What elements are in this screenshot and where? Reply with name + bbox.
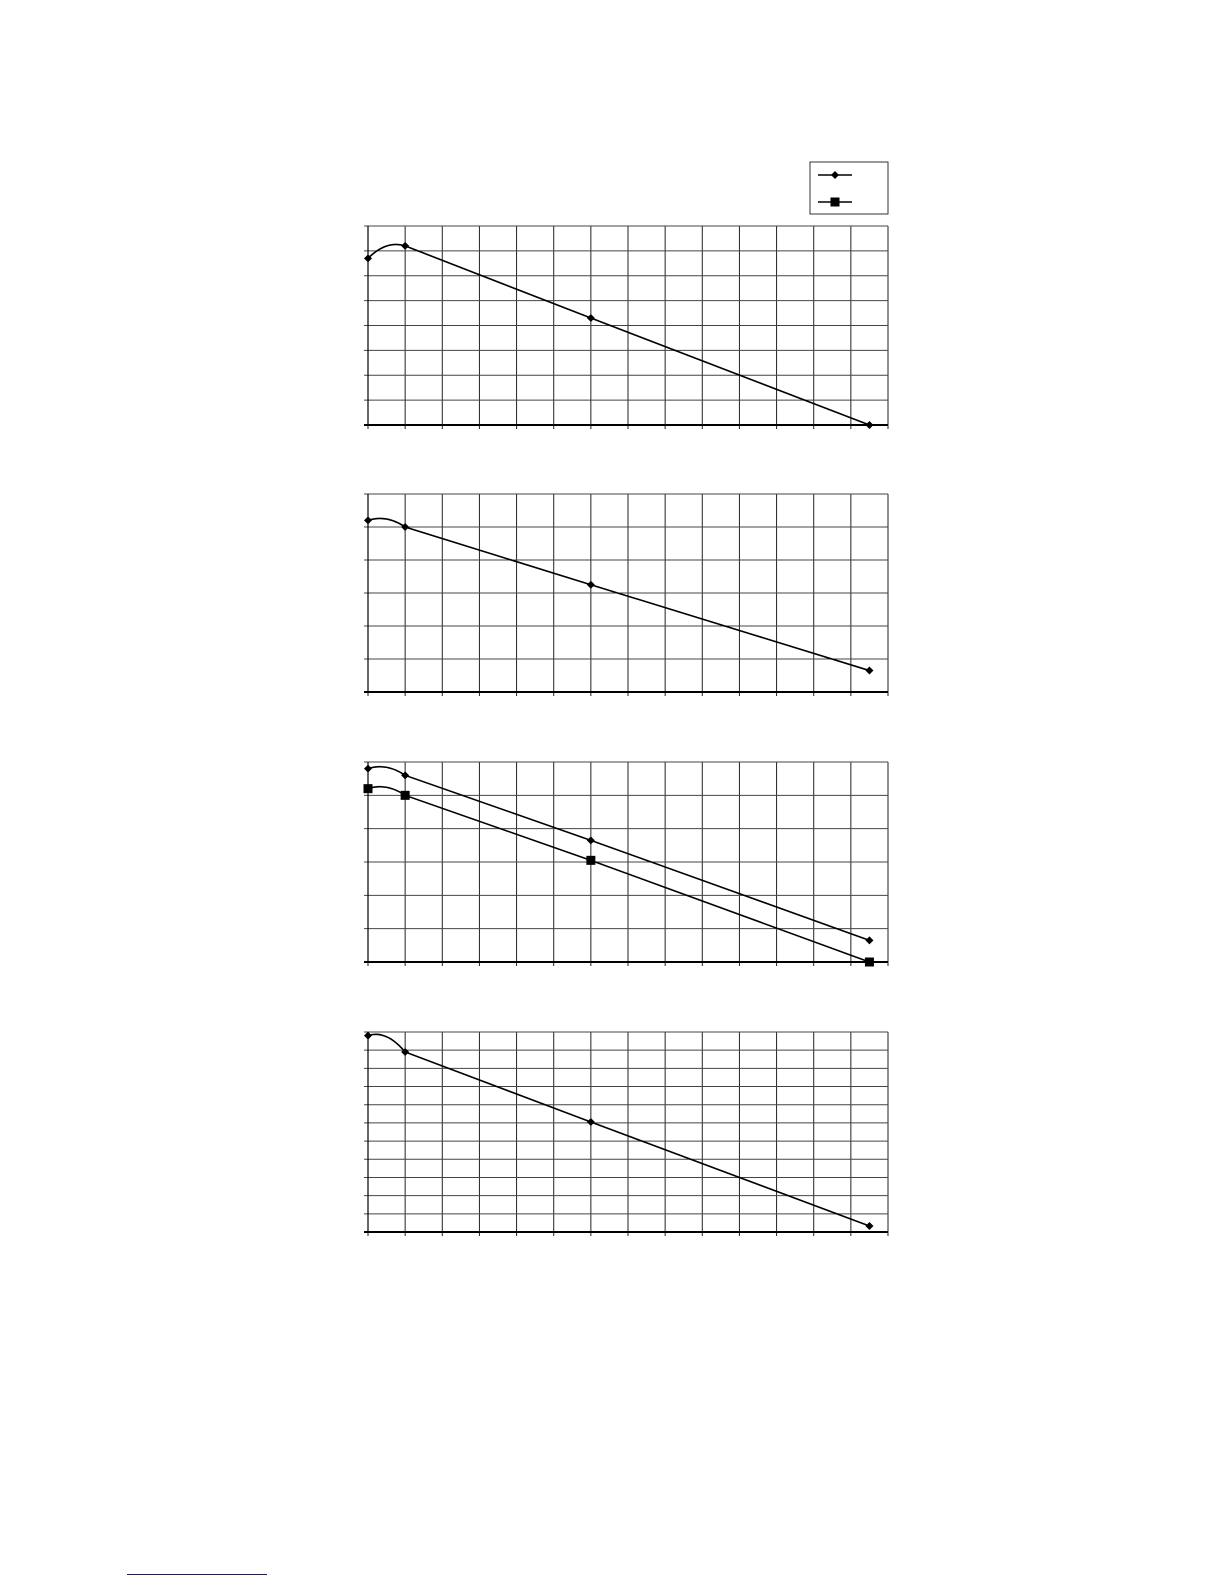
data-point-square <box>586 855 596 865</box>
data-point-diamond <box>401 1048 410 1056</box>
data-point-diamond <box>364 516 372 525</box>
series-line-1 <box>367 243 870 426</box>
legend-marker-square <box>830 197 840 207</box>
data-point-diamond <box>586 314 595 323</box>
series-line-1 <box>367 765 870 942</box>
chart-3 <box>363 761 889 967</box>
chart-4 <box>364 1031 889 1236</box>
data-point-diamond <box>401 523 410 531</box>
data-point-diamond <box>865 936 874 945</box>
legend <box>809 161 889 215</box>
data-point-diamond <box>865 1222 874 1230</box>
series-line-1 <box>367 1033 870 1227</box>
data-point-diamond <box>401 771 410 780</box>
data-point-diamond <box>364 764 372 773</box>
data-point-square <box>363 784 373 794</box>
data-point-square <box>400 790 410 800</box>
chart-1 <box>364 225 889 429</box>
chart-2 <box>364 493 889 696</box>
data-point-diamond <box>586 1118 595 1126</box>
data-point-diamond <box>865 421 874 429</box>
data-point-diamond <box>401 241 410 250</box>
footer-rule <box>127 1574 267 1575</box>
data-point-diamond <box>586 580 595 589</box>
data-point-diamond <box>865 666 874 675</box>
data-point-square <box>864 957 874 967</box>
data-point-diamond <box>586 836 595 845</box>
series-line-1 <box>367 517 870 672</box>
series-line-2 <box>367 785 870 963</box>
data-point-diamond <box>364 254 372 263</box>
data-point-diamond <box>364 1031 372 1040</box>
legend-marker-diamond <box>831 171 839 179</box>
legend-box <box>809 161 889 215</box>
